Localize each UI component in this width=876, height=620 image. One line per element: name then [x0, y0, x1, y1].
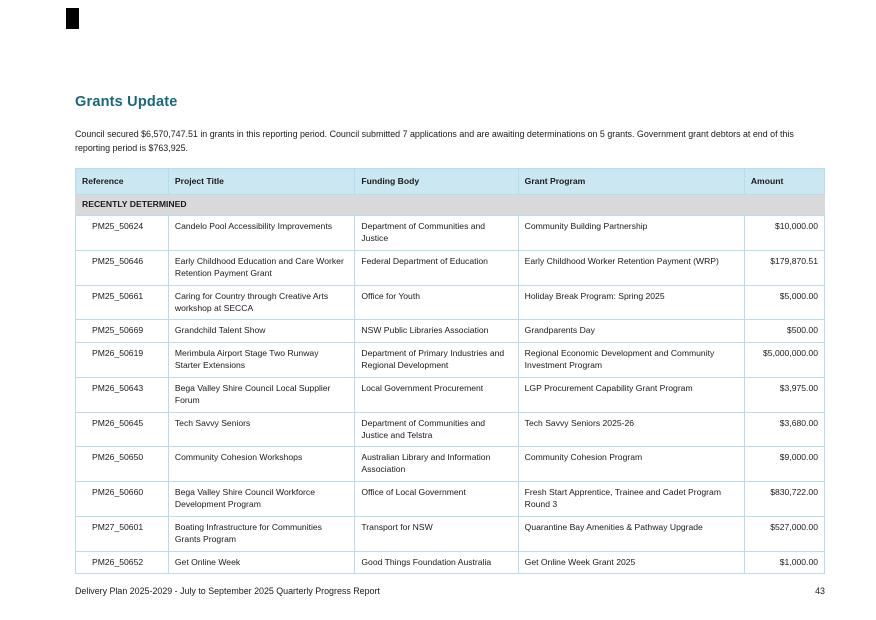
cell-funding-body: Department of Communities and Justice	[354, 215, 519, 251]
cell-grant-program: Fresh Start Apprentice, Trainee and Cade…	[517, 481, 745, 517]
section-row: RECENTLY DETERMINED	[75, 194, 825, 217]
cell-project-title: Tech Savvy Seniors	[167, 411, 356, 448]
cell-grant-program: Quarantine Bay Amenities & Pathway Upgra…	[517, 515, 745, 552]
cell-funding-body: NSW Public Libraries Association	[354, 319, 519, 344]
cell-project-title: Community Cohesion Workshops	[167, 446, 356, 483]
column-header-grant-program: Grant Program	[517, 167, 745, 196]
cell-project-title: Boating Infrastructure for Communities G…	[167, 515, 356, 552]
cell-grant-program: Early Childhood Worker Retention Payment…	[517, 249, 745, 286]
footer-page-number: 43	[815, 586, 825, 596]
column-header-funding-body: Funding Body	[354, 167, 519, 196]
cell-amount: $179,870.51	[743, 249, 826, 286]
table-row: PM26_50650 Community Cohesion Workshops …	[75, 446, 826, 483]
cell-amount: $830,722.00	[743, 481, 826, 517]
column-header-project-title: Project Title	[167, 167, 356, 196]
cell-reference: PM27_50601	[75, 515, 169, 552]
table-row: PM26_50645 Tech Savvy Seniors Department…	[75, 411, 826, 448]
cell-funding-body: Office of Local Government	[354, 481, 519, 517]
cell-reference: PM26_50650	[75, 446, 169, 483]
column-header-reference: Reference	[75, 167, 169, 196]
cell-grant-program: Tech Savvy Seniors 2025-26	[517, 411, 745, 448]
black-marker	[66, 8, 79, 29]
cell-amount: $10,000.00	[743, 215, 826, 251]
cell-project-title: Candelo Pool Accessibility Improvements	[167, 215, 356, 251]
cell-reference: PM26_50643	[75, 376, 169, 413]
cell-funding-body: Department of Primary Industries and Reg…	[354, 342, 519, 378]
cell-grant-program: LGP Procurement Capability Grant Program	[517, 376, 745, 413]
intro-paragraph: Council secured $6,570,747.51 in grants …	[75, 129, 794, 154]
cell-funding-body: Australian Library and Information Assoc…	[354, 446, 519, 483]
cell-amount: $1,000.00	[743, 550, 826, 575]
cell-reference: PM26_50645	[75, 411, 169, 448]
grants-table: Reference Project Title Funding Body Gra…	[75, 167, 826, 575]
column-header-amount: Amount	[743, 167, 826, 196]
table-row: PM26_50619 Merimbula Airport Stage Two R…	[75, 342, 826, 378]
cell-project-title: Early Childhood Education and Care Worke…	[167, 249, 356, 286]
table-row: PM26_50643 Bega Valley Shire Council Loc…	[75, 376, 826, 413]
cell-amount: $9,000.00	[743, 446, 826, 483]
cell-reference: PM26_50660	[75, 481, 169, 517]
cell-funding-body: Department of Communities and Justice an…	[354, 411, 519, 448]
cell-funding-body: Local Government Procurement	[354, 376, 519, 413]
section-label: RECENTLY DETERMINED	[75, 194, 825, 217]
cell-grant-program: Community Cohesion Program	[517, 446, 745, 483]
cell-grant-program: Holiday Break Program: Spring 2025	[517, 284, 745, 321]
cell-reference: PM25_50669	[75, 319, 169, 344]
cell-grant-program: Community Building Partnership	[517, 215, 745, 251]
cell-amount: $3,680.00	[743, 411, 826, 448]
table-row: PM25_50624 Candelo Pool Accessibility Im…	[75, 215, 826, 251]
page-footer: Delivery Plan 2025-2029 - July to Septem…	[75, 586, 825, 596]
cell-reference: PM25_50624	[75, 215, 169, 251]
cell-amount: $5,000,000.00	[743, 342, 826, 378]
cell-grant-program: Get Online Week Grant 2025	[517, 550, 745, 575]
table-row: PM27_50601 Boating Infrastructure for Co…	[75, 515, 826, 552]
cell-funding-body: Federal Department of Education	[354, 249, 519, 286]
footer-report-title: Delivery Plan 2025-2029 - July to Septem…	[75, 586, 380, 596]
table-row: PM26_50652 Get Online Week Good Things F…	[75, 550, 826, 575]
grants-table-header: Reference Project Title Funding Body Gra…	[75, 167, 826, 196]
cell-grant-program: Regional Economic Development and Commun…	[517, 342, 745, 378]
cell-project-title: Caring for Country through Creative Arts…	[167, 284, 356, 321]
cell-project-title: Merimbula Airport Stage Two Runway Start…	[167, 342, 356, 378]
cell-amount: $527,000.00	[743, 515, 826, 552]
cell-reference: PM25_50661	[75, 284, 169, 321]
cell-project-title: Bega Valley Shire Council Workforce Deve…	[167, 481, 356, 517]
report-page: Grants Update Council secured $6,570,747…	[75, 94, 826, 575]
cell-project-title: Grandchild Talent Show	[167, 319, 356, 344]
cell-funding-body: Transport for NSW	[354, 515, 519, 552]
grants-table-body: RECENTLY DETERMINED PM25_50624 Candelo P…	[75, 194, 826, 575]
cell-grant-program: Grandparents Day	[517, 319, 745, 344]
table-row: PM25_50669 Grandchild Talent Show NSW Pu…	[75, 319, 826, 344]
cell-funding-body: Office for Youth	[354, 284, 519, 321]
cell-amount: $3,975.00	[743, 376, 826, 413]
cell-reference: PM26_50652	[75, 550, 169, 575]
cell-project-title: Bega Valley Shire Council Local Supplier…	[167, 376, 356, 413]
cell-reference: PM26_50619	[75, 342, 169, 378]
cell-project-title: Get Online Week	[167, 550, 356, 575]
cell-reference: PM25_50646	[75, 249, 169, 286]
page-title: Grants Update	[75, 94, 178, 110]
table-row: PM25_50646 Early Childhood Education and…	[75, 249, 826, 286]
table-row: PM25_50661 Caring for Country through Cr…	[75, 284, 826, 321]
cell-amount: $5,000.00	[743, 284, 826, 321]
cell-amount: $500.00	[743, 319, 826, 344]
cell-funding-body: Good Things Foundation Australia	[354, 550, 519, 575]
header-row: Reference Project Title Funding Body Gra…	[75, 167, 826, 196]
table-row: PM26_50660 Bega Valley Shire Council Wor…	[75, 481, 826, 517]
